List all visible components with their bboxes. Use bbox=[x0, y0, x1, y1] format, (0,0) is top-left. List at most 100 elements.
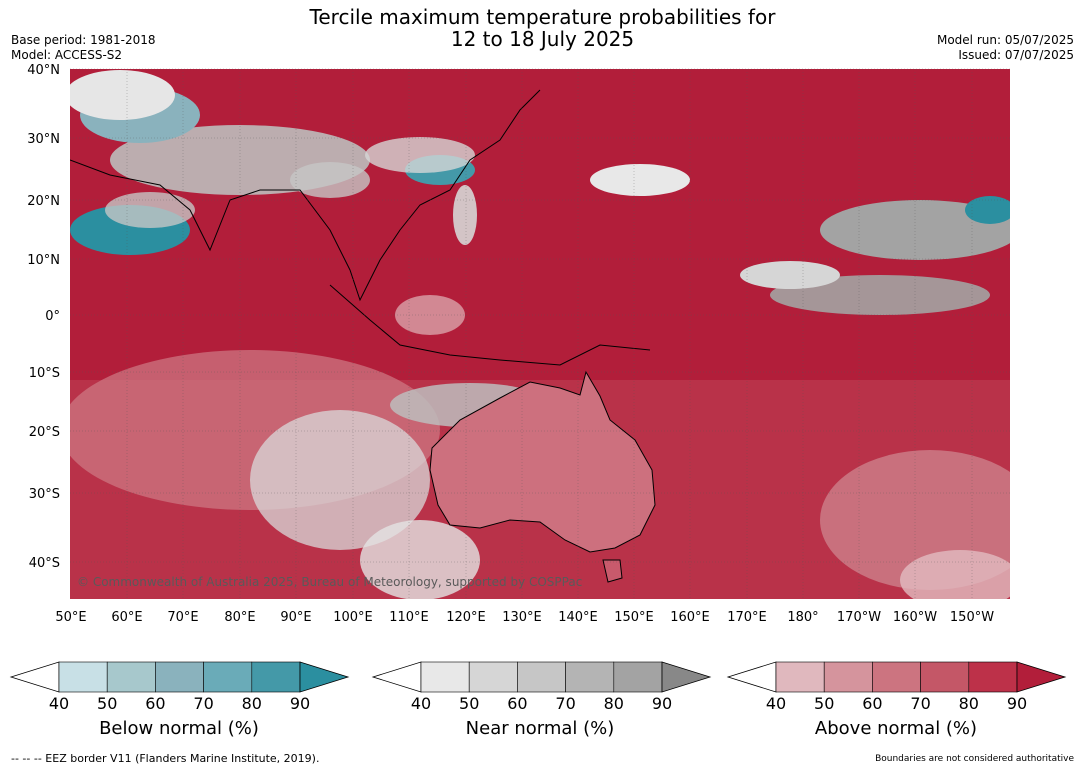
meta-left: Base period: 1981-2018 Model: ACCESS-S2 bbox=[11, 33, 156, 63]
above-colorbar-tick: 60 bbox=[862, 694, 882, 713]
near-colorbar-tick: 40 bbox=[411, 694, 431, 713]
lon-label: 120°E bbox=[446, 610, 486, 625]
lat-label: 30°S bbox=[29, 487, 60, 502]
above-colorbar-segment bbox=[823, 661, 873, 693]
below-normal-label: Below normal (%) bbox=[99, 718, 259, 739]
philippines-near bbox=[453, 185, 477, 245]
near-colorbar-tick: 80 bbox=[604, 694, 624, 713]
near-colorbar-segment bbox=[517, 661, 566, 693]
near-colorbar-tick: 70 bbox=[555, 694, 575, 713]
lon-label: 50°E bbox=[55, 610, 86, 625]
below-colorbar-high-arrow bbox=[299, 661, 350, 693]
lon-label: 80°E bbox=[224, 610, 255, 625]
below-colorbar-segment bbox=[155, 661, 204, 693]
eez-footnote: -- -- -- EEZ border V11 (Flanders Marine… bbox=[11, 752, 320, 765]
asia-coastline bbox=[70, 89, 541, 302]
maritime-coastline bbox=[329, 284, 651, 366]
lon-label: 170°W bbox=[837, 610, 881, 625]
lon-label: 140°E bbox=[558, 610, 598, 625]
pacific-near-1 bbox=[590, 164, 690, 196]
near-colorbar-segment bbox=[468, 661, 518, 693]
above-colorbar-segment bbox=[920, 661, 970, 693]
below-colorbar-tick: 80 bbox=[242, 694, 262, 713]
near-colorbar-tick: 90 bbox=[652, 694, 672, 713]
lon-label: 60°E bbox=[111, 610, 142, 625]
pacific-near-3 bbox=[770, 275, 990, 315]
lon-label: 160°W bbox=[893, 610, 937, 625]
lon-label: 150°E bbox=[614, 610, 654, 625]
arabia-near bbox=[105, 192, 195, 228]
below-colorbar-tick: 60 bbox=[145, 694, 165, 713]
below-colorbar-tick: 40 bbox=[49, 694, 69, 713]
lat-label: 10°N bbox=[27, 253, 60, 268]
above-colorbar-segment bbox=[968, 661, 1018, 693]
lon-label: 100°E bbox=[333, 610, 373, 625]
near-colorbar-segment bbox=[613, 661, 663, 693]
india-near bbox=[290, 162, 370, 198]
issued-date: Issued: 07/07/2025 bbox=[958, 48, 1074, 62]
above-colorbar-tick: 50 bbox=[814, 694, 834, 713]
nz-patch bbox=[900, 550, 1010, 599]
above-normal-label: Above normal (%) bbox=[814, 718, 978, 739]
copyright-note: © Commonwealth of Australia 2025, Bureau… bbox=[77, 575, 582, 589]
lat-label: 0° bbox=[45, 309, 60, 324]
above-colorbar-tick: 90 bbox=[1007, 694, 1027, 713]
lon-label: 90°E bbox=[280, 610, 311, 625]
map-field bbox=[70, 69, 1010, 599]
colorbars: 40 50 60 70 80 90 40 50 60 70 80 90 40 50 60 70 80 90 bbox=[9, 661, 1067, 713]
meta-right: Model run: 05/07/2025 Issued: 07/07/2025 bbox=[937, 33, 1074, 63]
near-colorbar-low-arrow bbox=[371, 661, 422, 693]
below-colorbar-tick: 70 bbox=[193, 694, 213, 713]
chart-title-line1: Tercile maximum temperature probabilitie… bbox=[309, 5, 776, 29]
australia-landmass bbox=[429, 370, 656, 553]
near-normal-label: Near normal (%) bbox=[465, 718, 615, 739]
near-colorbar-segment bbox=[565, 661, 615, 693]
chart-title-line2: 12 to 18 July 2025 bbox=[450, 27, 635, 51]
above-colorbar-low-arrow bbox=[726, 661, 777, 693]
pacific-near-4 bbox=[740, 261, 840, 289]
lat-label: 20°N bbox=[27, 194, 60, 209]
lon-label: 180° bbox=[787, 610, 818, 625]
china-near bbox=[365, 137, 475, 173]
above-colorbar-segment bbox=[775, 661, 825, 693]
above-colorbar-tick: 70 bbox=[910, 694, 930, 713]
indian-near-2 bbox=[360, 520, 480, 599]
lon-label: 70°E bbox=[167, 610, 198, 625]
below-colorbar-tick: 90 bbox=[290, 694, 310, 713]
lon-labels: 50°E 60°E 70°E 80°E 90°E 100°E 110°E 120… bbox=[55, 610, 994, 625]
above-colorbar-high-arrow bbox=[1016, 661, 1067, 693]
below-colorbar-tick: 50 bbox=[97, 694, 117, 713]
lon-label: 110°E bbox=[389, 610, 429, 625]
pacific-near-2 bbox=[820, 200, 1010, 260]
below-colorbar-segment bbox=[251, 661, 301, 693]
below-colorbar-segment bbox=[106, 661, 156, 693]
boundaries-note: Boundaries are not considered authoritat… bbox=[875, 754, 1074, 764]
lat-label: 20°S bbox=[29, 425, 60, 440]
below-colorbar-segment bbox=[203, 661, 253, 693]
lat-label: 40°N bbox=[27, 63, 60, 78]
near-colorbar-segment bbox=[420, 661, 470, 693]
lon-label: 160°E bbox=[670, 610, 710, 625]
lon-label: 130°E bbox=[502, 610, 542, 625]
above-colorbar-tick: 80 bbox=[959, 694, 979, 713]
iran-near bbox=[70, 70, 175, 120]
lon-label: 170°E bbox=[727, 610, 767, 625]
near-colorbar-high-arrow bbox=[661, 661, 712, 693]
gridlines bbox=[70, 68, 1010, 599]
model-name: Model: ACCESS-S2 bbox=[11, 48, 123, 62]
lat-label: 10°S bbox=[29, 366, 60, 381]
near-colorbar-tick: 50 bbox=[459, 694, 479, 713]
lat-label: 30°N bbox=[27, 132, 60, 147]
lat-label: 40°S bbox=[29, 556, 60, 571]
tasmania bbox=[602, 559, 623, 583]
near-colorbar-tick: 60 bbox=[507, 694, 527, 713]
below-colorbar-segment bbox=[58, 661, 108, 693]
lon-label: 150°W bbox=[950, 610, 994, 625]
indian-ocean-near bbox=[250, 410, 430, 550]
above-colorbar-segment bbox=[872, 661, 921, 693]
model-run: Model run: 05/07/2025 bbox=[936, 33, 1074, 47]
lat-labels: 40°N 30°N 20°N 10°N 0° 10°S 20°S 30°S 40… bbox=[27, 63, 60, 571]
pacific-below bbox=[965, 196, 1010, 224]
base-period: Base period: 1981-2018 bbox=[11, 33, 156, 47]
